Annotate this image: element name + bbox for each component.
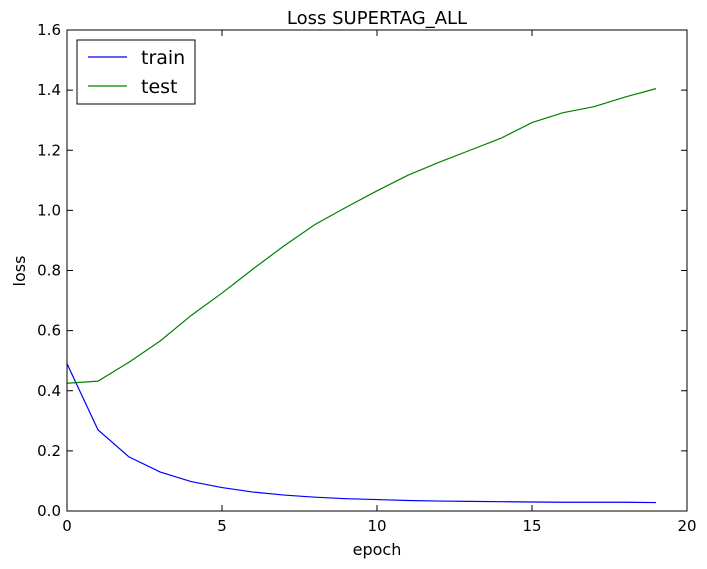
legend-label-test: test xyxy=(141,76,178,98)
legend-label-train: train xyxy=(141,47,185,69)
chart-title: Loss SUPERTAG_ALL xyxy=(287,8,467,29)
y-tick-label: 1.6 xyxy=(37,21,61,39)
x-tick-label: 20 xyxy=(677,517,696,535)
y-tick-label: 0.2 xyxy=(37,442,61,460)
y-tick-label: 1.0 xyxy=(37,201,61,219)
y-tick-label: 0.8 xyxy=(37,262,61,280)
x-tick-label: 5 xyxy=(217,517,227,535)
y-tick-label: 1.2 xyxy=(37,141,61,159)
y-tick-label: 0.4 xyxy=(37,382,61,400)
y-axis-label: loss xyxy=(10,256,29,287)
y-tick-label: 0.6 xyxy=(37,322,61,340)
x-tick-label: 15 xyxy=(522,517,541,535)
y-tick-label: 0.0 xyxy=(37,502,61,520)
y-tick-label: 1.4 xyxy=(37,81,61,99)
x-tick-label: 10 xyxy=(367,517,386,535)
series-line-test xyxy=(66,88,657,384)
plot-area xyxy=(67,30,687,511)
x-axis-label: epoch xyxy=(353,540,402,559)
legend-box xyxy=(76,39,196,105)
legend: train test xyxy=(76,39,196,105)
axes-layer: 0 5 10 15 20 0.0 0.2 0.4 0.6 0.8 1.0 1.2 1.4 1.6 xyxy=(37,21,696,535)
plot-background xyxy=(67,30,687,511)
series-layer xyxy=(66,88,657,504)
x-tick-label: 0 xyxy=(62,517,72,535)
series-line-train xyxy=(66,363,657,504)
